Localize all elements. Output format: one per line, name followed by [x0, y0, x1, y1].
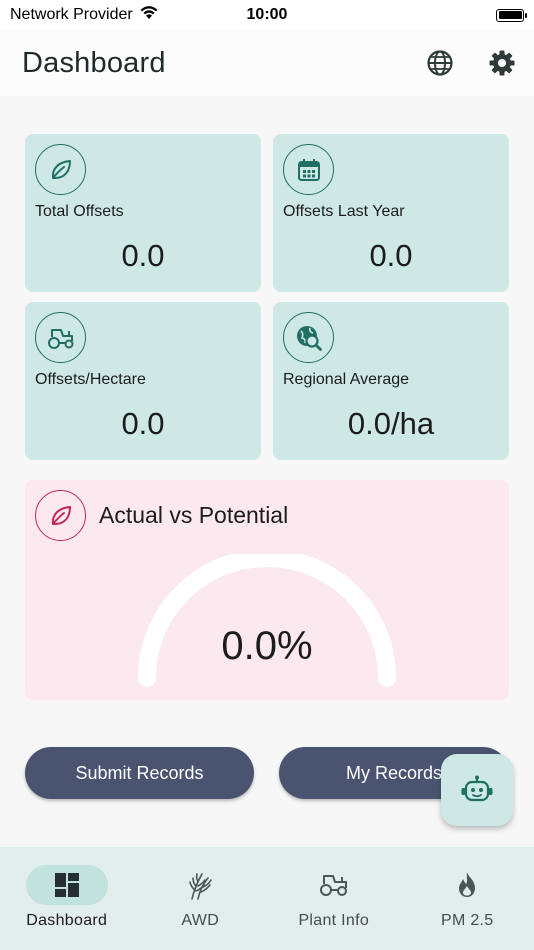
actual-vs-potential-title: Actual vs Potential [99, 502, 289, 528]
settings-button[interactable] [486, 47, 518, 79]
card-value: 0.0/ha [347, 406, 435, 441]
battery-icon [496, 8, 527, 22]
nav-pill [293, 865, 375, 905]
globe-search-icon [283, 312, 334, 363]
tractor-icon [35, 312, 86, 363]
app-actions [424, 47, 518, 79]
nav-item-pm25[interactable]: PM 2.5 [401, 847, 534, 950]
card-value: 0.0 [369, 238, 413, 273]
fire-icon [459, 872, 476, 897]
nav-label: AWD [181, 912, 220, 929]
nav-pill [25, 865, 108, 905]
nav-item-awd[interactable]: AWD [134, 847, 268, 950]
dashboard-icon [54, 873, 79, 897]
calendar-icon [283, 144, 334, 195]
language-button[interactable] [424, 47, 456, 79]
status-bar: Network Provider 10:00 [0, 0, 534, 30]
leaf-icon [35, 490, 86, 541]
nav-label: Dashboard [26, 912, 108, 929]
actual-vs-potential-value: 0.0% [221, 624, 313, 668]
card-label: Offsets Last Year [283, 203, 405, 220]
nav-label: Plant Info [298, 912, 370, 929]
wifi-icon [139, 5, 159, 25]
card-value: 0.0 [121, 406, 165, 441]
robot-icon [461, 775, 493, 802]
status-left: Network Provider [10, 5, 159, 25]
carrier-label: Network Provider [10, 6, 133, 23]
progress-gauge [138, 554, 396, 687]
card-label: Offsets/Hectare [35, 371, 146, 388]
dashboard-content: Total Offsets 0.0 Offsets Last Year 0.0 [0, 96, 534, 848]
globe-icon [427, 50, 453, 76]
gauge-track [138, 554, 396, 687]
total-offsets-card: Total Offsets 0.0 [25, 134, 261, 292]
nav-item-dashboard[interactable]: Dashboard [0, 847, 134, 950]
offsets-per-hectare-card: Offsets/Hectare 0.0 [25, 302, 261, 460]
gear-icon [489, 50, 515, 76]
assistant-fab[interactable] [441, 754, 513, 826]
card-label: Total Offsets [35, 203, 124, 220]
app-bar: Dashboard [0, 30, 534, 96]
card-label: Regional Average [283, 371, 410, 388]
card-value: 0.0 [121, 238, 165, 273]
leaf-icon [35, 144, 86, 195]
nav-pill [159, 865, 241, 905]
submit-records-button[interactable]: Submit Records [25, 747, 254, 799]
offsets-last-year-card: Offsets Last Year 0.0 [273, 134, 509, 292]
nav-item-plant-info[interactable]: Plant Info [267, 847, 401, 950]
regional-average-card: Regional Average 0.0/ha [273, 302, 509, 460]
page-title: Dashboard [22, 46, 166, 79]
bottom-nav: Dashboard AWD [0, 847, 534, 950]
nav-pill [426, 865, 508, 905]
wheat-icon [189, 873, 213, 900]
actual-vs-potential-card: Actual vs Potential 0.0% [25, 480, 509, 700]
tractor-icon [319, 875, 347, 896]
nav-label: PM 2.5 [441, 912, 494, 929]
